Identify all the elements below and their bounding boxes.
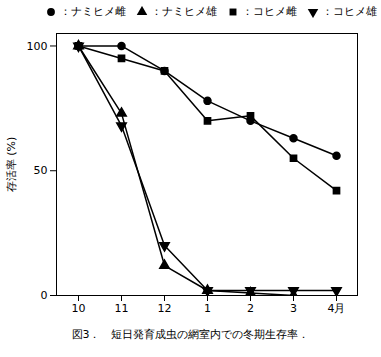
svg-text:50: 50 [34, 164, 48, 177]
html-text:：ナミヒメ雄: ：ナミヒメ雄 [151, 5, 217, 18]
html-text:：コヒメ雌: ：コヒメ雌 [242, 5, 297, 18]
svg-text:1: 1 [204, 302, 211, 315]
svg-text:4月: 4月 [328, 302, 346, 315]
svg-text:0: 0 [41, 289, 48, 302]
svg-text:2: 2 [247, 302, 254, 315]
svg-text:3: 3 [290, 302, 297, 315]
svg-text:100: 100 [27, 39, 48, 52]
html-text:図3． 短日発育成虫の網室内での冬期生存率．: 図3． 短日発育成虫の網室内での冬期生存率． [71, 328, 310, 341]
svg-text:10: 10 [72, 302, 86, 315]
svg-text:存活率 (%): 存活率 (%) [5, 137, 18, 193]
html-text:：ナミヒメ雌: ：ナミヒメ雌 [60, 5, 126, 18]
html-text:：コヒメ雄: ：コヒメ雄 [322, 5, 377, 18]
svg-text:12: 12 [158, 302, 172, 315]
svg-text:11: 11 [115, 302, 129, 315]
